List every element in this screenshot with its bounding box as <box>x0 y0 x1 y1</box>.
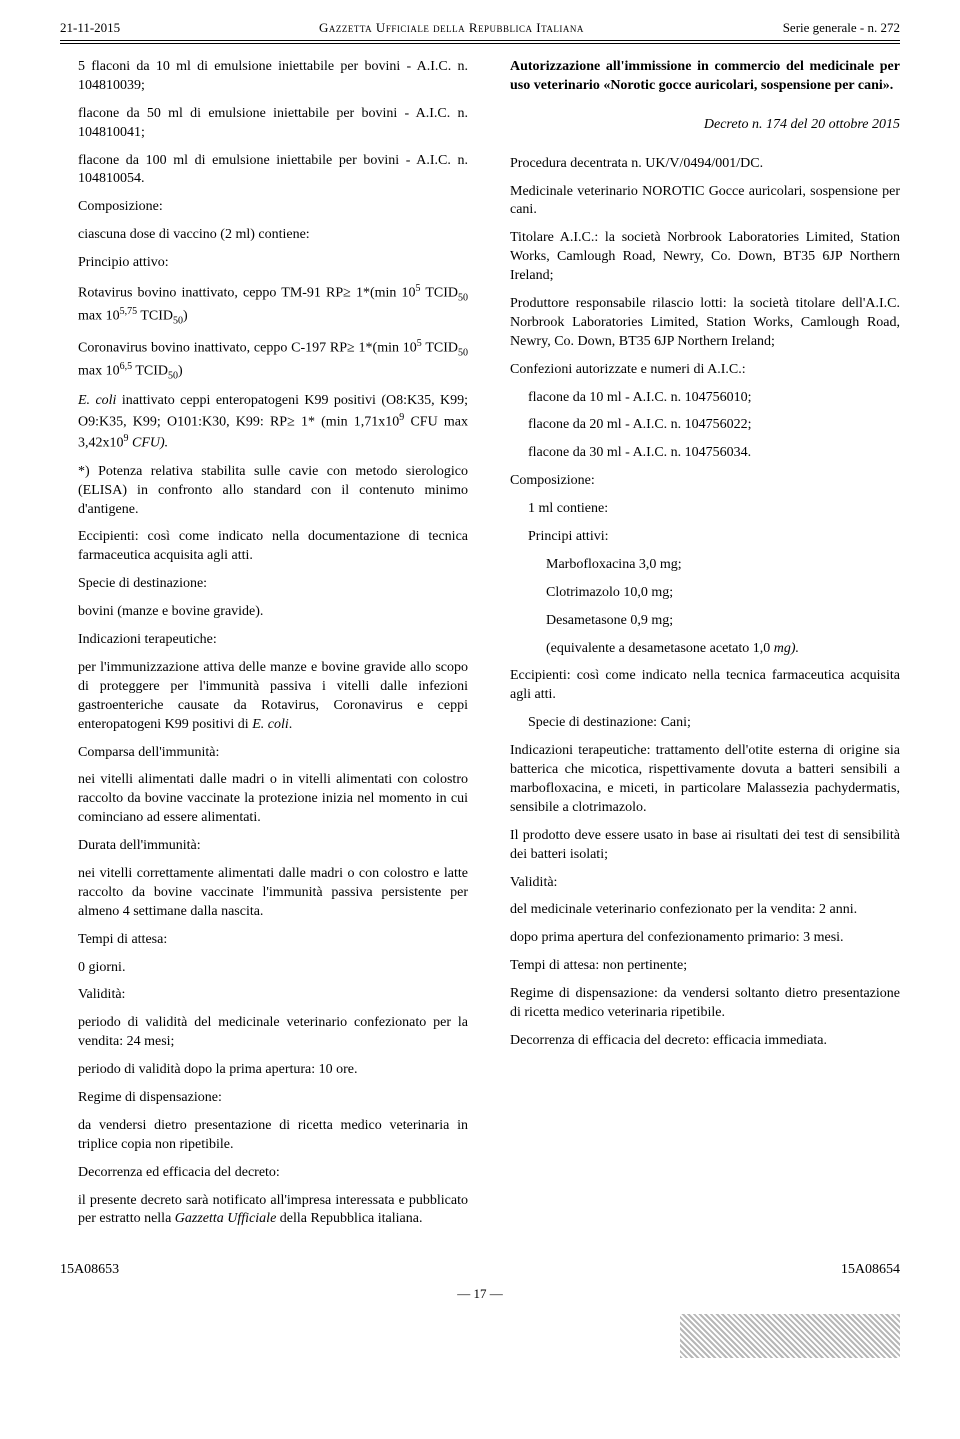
text: flacone da 100 ml di emulsione iniettabi… <box>60 152 468 190</box>
t: Rotavirus bovino inattivato, ceppo TM-91… <box>78 286 415 301</box>
text: Eccipienti: così come indicato nella doc… <box>60 528 468 566</box>
sup: 6,5 <box>120 361 133 372</box>
text: *) Potenza relativa stabilita sulle cavi… <box>60 463 468 520</box>
text: Comparsa dell'immunità: <box>60 744 468 763</box>
text: ciascuna dose di vaccino (2 ml) contiene… <box>60 226 468 245</box>
t: E. coli <box>78 393 116 408</box>
t: max 10 <box>78 364 120 379</box>
t: della Repubblica italiana. <box>276 1211 422 1226</box>
t: TCID <box>422 341 458 356</box>
sub: 50 <box>168 370 178 381</box>
text: nei vitelli alimentati dalle madri o in … <box>60 771 468 828</box>
text: 1 ml contiene: <box>492 500 900 519</box>
t: ) <box>178 364 183 379</box>
text: Tempi di attesa: non pertinente; <box>492 957 900 976</box>
text: Marbofloxacina 3,0 mg; <box>492 556 900 575</box>
t: (equivalente a desametasone acetato 1,0 <box>546 641 774 656</box>
barcode-area <box>60 1314 900 1362</box>
text: Il prodotto deve essere usato in base ai… <box>492 827 900 865</box>
text: Indicazioni terapeutiche: trattamento de… <box>492 742 900 818</box>
header-title: Gazzetta Ufficiale della Repubblica Ital… <box>319 20 584 36</box>
text: Specie di destinazione: Cani; <box>492 714 900 733</box>
columns: 5 flaconi da 10 ml di emulsione iniettab… <box>60 58 900 1238</box>
left-column: 5 flaconi da 10 ml di emulsione iniettab… <box>60 58 468 1238</box>
t: mg). <box>774 641 799 656</box>
text: Regime di dispensazione: <box>60 1089 468 1108</box>
text-span: ciascuna dose di vaccino (2 ml) contiene… <box>78 227 310 242</box>
text: del medicinale veterinario confezionato … <box>492 901 900 920</box>
text: Composizione: <box>60 198 468 217</box>
t: TCID <box>137 309 173 324</box>
text: Eccipienti: così come indicato nella tec… <box>492 667 900 705</box>
text: Procedura decentrata n. UK/V/0494/001/DC… <box>492 155 900 174</box>
t: Gazzetta Ufficiale <box>175 1211 277 1226</box>
t: CFU). <box>129 436 169 451</box>
text: Principi attivi: <box>492 528 900 547</box>
code-left: 15A08653 <box>60 1262 119 1278</box>
text: Durata dell'immunità: <box>60 837 468 856</box>
text: il presente decreto sarà notificato all'… <box>60 1192 468 1230</box>
text: dopo prima apertura del confezionamento … <box>492 929 900 948</box>
text: Indicazioni terapeutiche: <box>60 631 468 650</box>
text: Medicinale veterinario NOROTIC Gocce aur… <box>492 183 900 221</box>
t: . <box>289 717 293 732</box>
text: Coronavirus bovino inattivato, ceppo C-1… <box>60 337 468 383</box>
text: Regime di dispensazione: da vendersi sol… <box>492 985 900 1023</box>
text: Validità: <box>60 986 468 1005</box>
t: Coronavirus bovino inattivato, ceppo C-1… <box>78 341 417 356</box>
text: 5 flaconi da 10 ml di emulsione iniettab… <box>60 58 468 96</box>
text: flacone da 30 ml - A.I.C. n. 104756034. <box>492 444 900 463</box>
text: Composizione: <box>492 472 900 491</box>
header-series: Serie generale - n. 272 <box>783 20 900 36</box>
sub: 50 <box>458 292 468 303</box>
code-right: 15A08654 <box>841 1262 900 1278</box>
codes-row: 15A08653 15A08654 <box>60 1262 900 1278</box>
text: 0 giorni. <box>60 959 468 978</box>
t: max 10 <box>78 309 120 324</box>
barcode-icon <box>680 1314 900 1358</box>
text: Clotrimazolo 10,0 mg; <box>492 584 900 603</box>
t: TCID <box>420 286 458 301</box>
text: flacone da 20 ml - A.I.C. n. 104756022; <box>492 416 900 435</box>
text: flacone da 50 ml di emulsione iniettabil… <box>60 105 468 143</box>
text: da vendersi dietro presentazione di rice… <box>60 1117 468 1155</box>
text: Principio attivo: <box>60 254 468 273</box>
sub: 50 <box>173 315 183 326</box>
text: (equivalente a desametasone acetato 1,0 … <box>492 640 900 659</box>
text: bovini (manze e bovine gravide). <box>60 603 468 622</box>
decreto: Decreto n. 174 del 20 ottobre 2015 <box>492 116 900 135</box>
sub: 50 <box>458 347 468 358</box>
t: TCID <box>132 364 168 379</box>
heading: Autorizzazione all'immissione in commerc… <box>492 58 900 96</box>
text: periodo di validità dopo la prima apertu… <box>60 1061 468 1080</box>
t: E. coli <box>252 717 289 732</box>
header-rule <box>60 43 900 44</box>
text: Rotavirus bovino inattivato, ceppo TM-91… <box>60 282 468 328</box>
text: Decorrenza di efficacia del decreto: eff… <box>492 1032 900 1051</box>
text: per l'immunizzazione attiva delle manze … <box>60 659 468 735</box>
text: Produttore responsabile rilascio lotti: … <box>492 295 900 352</box>
header-date: 21-11-2015 <box>60 20 120 36</box>
text: Titolare A.I.C.: la società Norbrook Lab… <box>492 229 900 286</box>
text: periodo di validità del medicinale veter… <box>60 1014 468 1052</box>
page-number: — 17 — <box>60 1286 900 1302</box>
text: Validità: <box>492 874 900 893</box>
text: E. coli inattivato ceppi enteropatogeni … <box>60 392 468 454</box>
sup: 5,75 <box>120 306 138 317</box>
right-column: Autorizzazione all'immissione in commerc… <box>492 58 900 1238</box>
text: Specie di destinazione: <box>60 575 468 594</box>
text: flacone da 10 ml - A.I.C. n. 104756010; <box>492 389 900 408</box>
text: Desametasone 0,9 mg; <box>492 612 900 631</box>
text: Confezioni autorizzate e numeri di A.I.C… <box>492 361 900 380</box>
text: Tempi di attesa: <box>60 931 468 950</box>
header: 21-11-2015 Gazzetta Ufficiale della Repu… <box>60 20 900 41</box>
page: 21-11-2015 Gazzetta Ufficiale della Repu… <box>0 0 960 1392</box>
text: Decorrenza ed efficacia del decreto: <box>60 1164 468 1183</box>
text: nei vitelli correttamente alimentati dal… <box>60 865 468 922</box>
t: ) <box>183 309 188 324</box>
